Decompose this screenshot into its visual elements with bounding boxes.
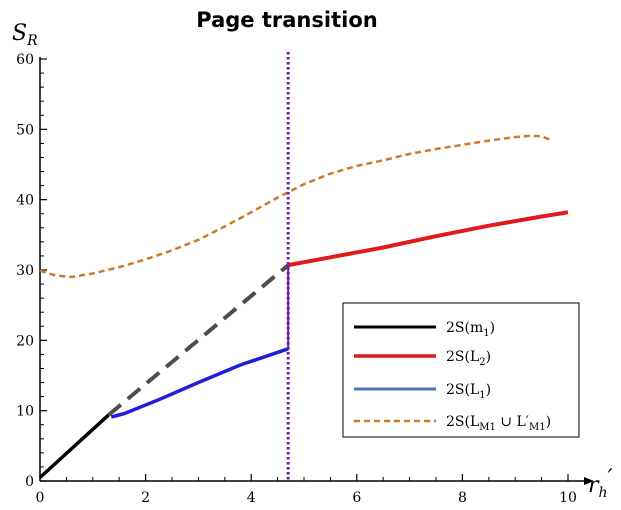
legend-text-mid: ∪ L′	[496, 414, 529, 430]
series-L1	[110, 347, 289, 419]
y-tick-label: 50	[16, 122, 34, 138]
legend-text-sub: 1	[483, 328, 489, 339]
y-tick-label: 0	[25, 474, 34, 490]
legend-text-post: )	[486, 382, 491, 398]
legend-label-LM1: 2S(LM1 ∪ L′M1)	[446, 414, 551, 433]
x-axis-label-text: rh′	[588, 466, 613, 501]
legend-text-pre: 2S(L	[446, 382, 479, 398]
chart-title: Page transition	[196, 8, 377, 32]
series-m1	[38, 413, 110, 479]
y-tick-label: 20	[16, 333, 34, 349]
series-LM1	[39, 134, 553, 279]
y-label-base: S	[12, 21, 27, 46]
legend-text-sub: M1	[479, 422, 496, 433]
legend-text-pre: 2S(m	[446, 320, 483, 336]
legend-text-sub2: M1	[529, 422, 546, 433]
y-tick-label: 40	[16, 193, 34, 209]
legend-text-pre: 2S(L	[446, 349, 479, 365]
legend-text-post: )	[546, 414, 551, 430]
y-tick-label: 60	[16, 52, 34, 68]
y-axis-label-text: SR	[12, 21, 38, 49]
x-tick-label: 8	[458, 490, 467, 506]
legend-text-post: )	[490, 320, 495, 336]
legend-label-L1: 2S(L1)	[446, 382, 491, 401]
x-tick-label: 0	[36, 490, 45, 506]
legend-text-sub: 1	[479, 390, 485, 401]
x-axis-arrow	[584, 477, 594, 485]
y-axis-label: SR	[12, 21, 38, 49]
axis-ticks: 0 10 20 30 40 50 60 0 2 4 6 8 10	[16, 52, 577, 506]
x-label-sub: h	[599, 485, 608, 501]
legend-text-post: )	[486, 349, 491, 365]
x-axis-label: rh′	[588, 466, 613, 501]
legend-label-L2: 2S(L2)	[446, 349, 491, 368]
legend-box	[342, 302, 580, 438]
x-tick-label: 6	[352, 490, 361, 506]
x-tick-label: 10	[559, 490, 577, 506]
series-m1_dashed	[107, 263, 290, 417]
legend-text-sub: 2	[479, 357, 485, 368]
y-tick-label: 30	[16, 263, 34, 279]
series-L2	[287, 210, 569, 268]
x-tick-label: 4	[247, 490, 256, 506]
x-label-prime: ′	[608, 466, 613, 491]
legend-text-pre: 2S(L	[446, 414, 479, 430]
legend: 2S(m1)2S(L2)2S(L1)2S(LM1 ∪ L′M1)	[342, 302, 580, 438]
y-label-sub: R	[26, 33, 38, 49]
legend-label-m1: 2S(m1)	[446, 320, 495, 339]
series-layer	[38, 134, 569, 479]
x-label-base: r	[588, 473, 600, 498]
x-tick-label: 2	[141, 490, 150, 506]
y-tick-label: 10	[16, 404, 34, 420]
